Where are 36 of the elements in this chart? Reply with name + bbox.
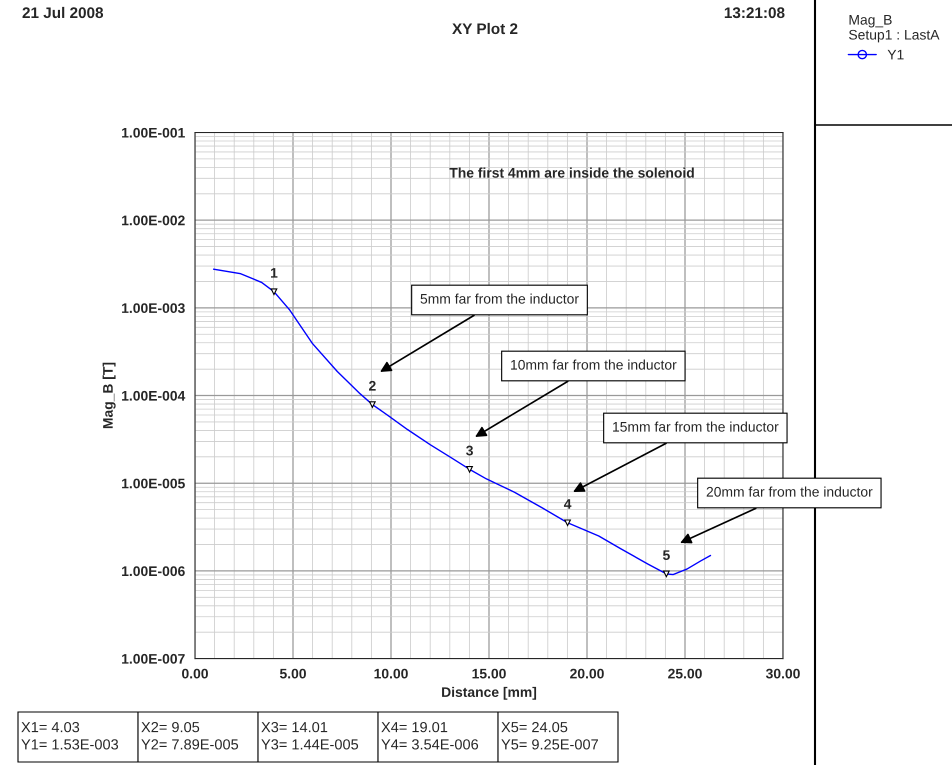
annotation: 3 [466,446,473,456]
x-tick-label: 25.00 [668,668,702,679]
x-tick-label: 15.00 [472,668,506,679]
annotation: 1 [271,268,278,278]
text: 21 Jul 2008 [22,6,104,18]
annotation: 20mm far from the inductor [706,486,872,497]
x-tick-label: 0.00 [182,668,208,679]
legend-title: Mag_B Setup1 : LastA [849,15,940,42]
y-tick-label: 1.00E-006 [122,566,185,576]
y-axis-title: Mag_B [T] [102,362,116,428]
x-tick-label: 5.00 [280,668,306,679]
y-tick-label: 1.00E-001 [122,128,185,138]
text: X1= 4.03 Y1= 1.53E-003 [21,722,118,750]
annotation: 15mm far from the inductor [613,422,778,432]
annotation: 5 [662,550,670,560]
text: X5= 24.05 Y5= 9.25E-007 [501,722,598,750]
y-tick-label: 1.00E-003 [122,303,185,314]
annotation: 10mm far from the inductor [511,360,676,370]
x-tick-label: 20.00 [570,668,604,679]
x-tick-label: 30.00 [766,668,800,679]
annotation: The first 4mm are inside the solenoid [449,168,694,178]
x-tick-label: 10.00 [374,668,408,679]
annotation: 5mm far from the inductor [420,294,579,304]
y-tick-label: 1.00E-004 [122,390,186,401]
y-tick-label: 1.00E-005 [122,478,185,488]
text: X3= 14.01 Y3= 1.44E-005 [261,722,358,750]
x-axis-title: Distance [mm] [442,686,536,700]
text: 13:21:08 [724,7,785,18]
y-tick-label: 1.00E-007 [122,654,185,664]
text: X4= 19.01 Y4= 3.54E-006 [381,722,478,750]
y-tick-label: 1.00E-002 [122,216,185,226]
text: X2= 9.05 Y2= 7.89E-005 [141,722,238,750]
chart-title: XY Plot 2 [452,22,518,34]
legend-label: Y1 [888,50,904,60]
annotation: 2 [369,380,376,391]
annotation: 4 [564,499,572,509]
